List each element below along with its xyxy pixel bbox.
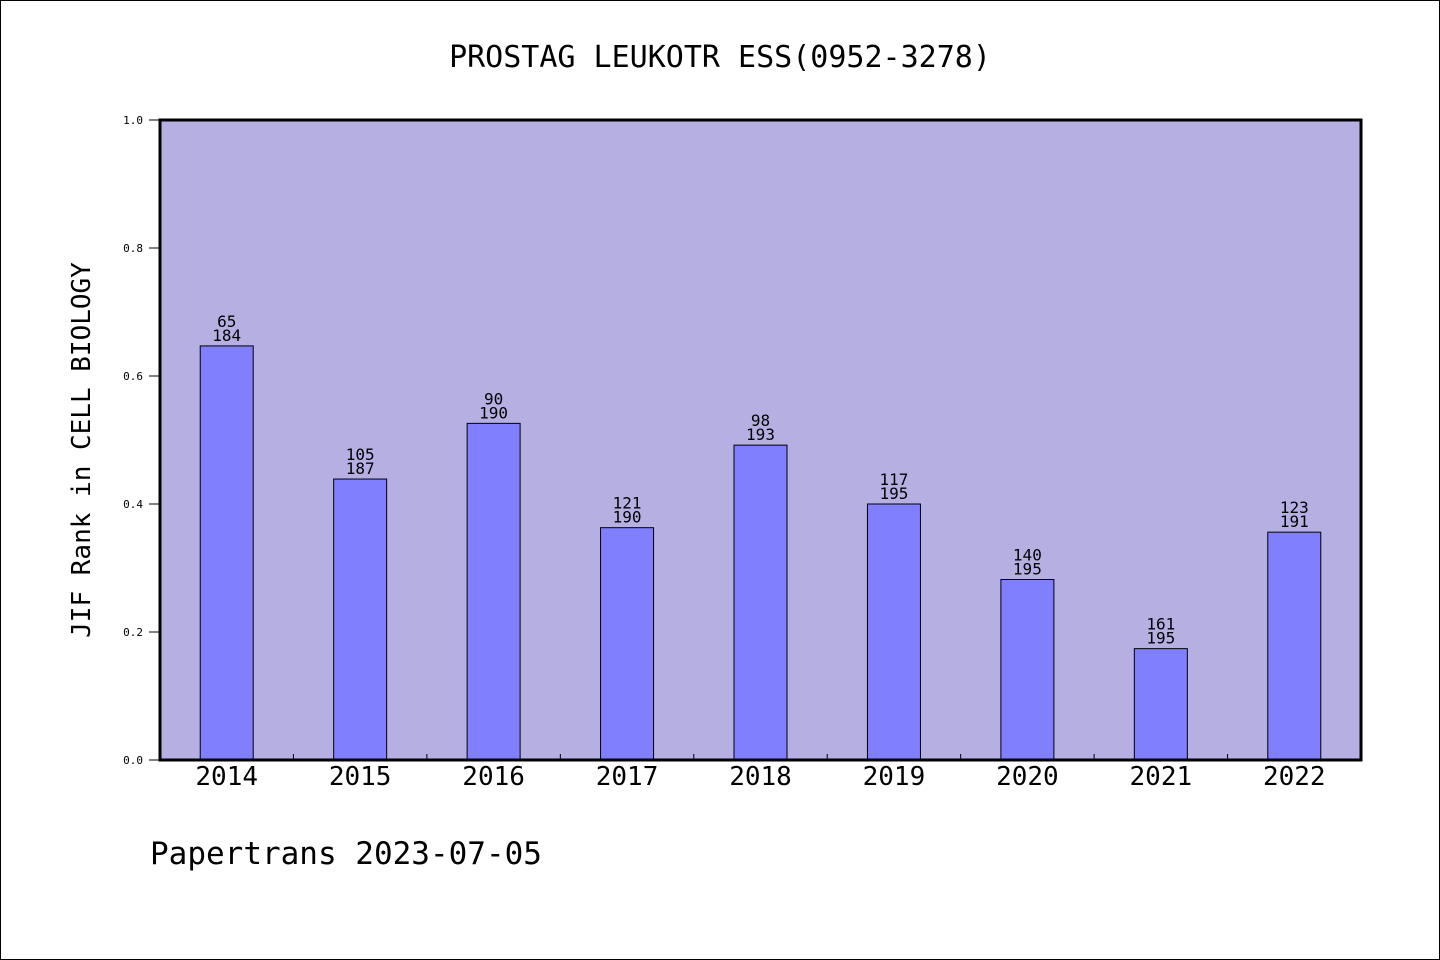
bar-2020 bbox=[1000, 579, 1055, 761]
data-label-total: 190 bbox=[613, 508, 642, 527]
data-label-rank: 98 bbox=[751, 411, 770, 430]
data-label-rank: 117 bbox=[879, 470, 908, 489]
bar-2014 bbox=[199, 345, 254, 761]
bars-group bbox=[199, 345, 1322, 761]
data-label-total: 184 bbox=[212, 326, 241, 345]
x-category-label: 2018 bbox=[729, 762, 792, 792]
y-tick-label: 0.4 bbox=[123, 498, 143, 511]
plot-border bbox=[158, 118, 1363, 762]
bar-2016 bbox=[466, 422, 521, 761]
bar-2018 bbox=[733, 444, 788, 761]
data-label-rank: 140 bbox=[1013, 546, 1042, 565]
y-tick-label: 0.2 bbox=[123, 626, 143, 639]
data-label-rank: 65 bbox=[217, 312, 236, 331]
x-category-label: 2020 bbox=[996, 762, 1059, 792]
data-label-total: 195 bbox=[1146, 629, 1175, 648]
data-label-rank: 161 bbox=[1146, 615, 1175, 634]
y-tick-label: 0.0 bbox=[123, 754, 143, 767]
bar-2017 bbox=[600, 527, 655, 761]
data-label-total: 195 bbox=[1013, 560, 1042, 579]
data-label-rank: 105 bbox=[346, 445, 375, 464]
data-label-rank: 121 bbox=[613, 494, 642, 513]
data-label-rank: 90 bbox=[484, 389, 503, 408]
bar-2015 bbox=[333, 478, 388, 761]
bar-2019 bbox=[866, 503, 921, 761]
y-tick-label: 1.0 bbox=[123, 114, 143, 127]
y-tick-label: 0.8 bbox=[123, 242, 143, 255]
chart-title: PROSTAG LEUKOTR ESS(0952-3278) bbox=[449, 40, 991, 75]
y-tick-label: 0.6 bbox=[123, 370, 143, 383]
x-category-label: 2017 bbox=[596, 762, 659, 792]
data-label-total: 195 bbox=[879, 484, 908, 503]
data-label-total: 187 bbox=[346, 459, 375, 478]
footer-credit: Papertrans 2023-07-05 bbox=[150, 836, 542, 872]
data-label-total: 190 bbox=[479, 403, 508, 422]
data-label-rank: 123 bbox=[1280, 498, 1309, 517]
data-label-total: 193 bbox=[746, 425, 775, 444]
y-axis-label: JIF Rank in CELL BIOLOGY bbox=[67, 262, 97, 638]
bar-2022 bbox=[1267, 531, 1322, 761]
x-category-label: 2019 bbox=[863, 762, 926, 792]
x-category-label: 2016 bbox=[462, 762, 525, 792]
x-category-label: 2014 bbox=[195, 762, 258, 792]
x-category-label: 2015 bbox=[329, 762, 392, 792]
data-label-total: 191 bbox=[1280, 512, 1309, 531]
x-category-label: 2021 bbox=[1130, 762, 1193, 792]
bar-2021 bbox=[1133, 648, 1188, 761]
x-category-label: 2022 bbox=[1263, 762, 1326, 792]
